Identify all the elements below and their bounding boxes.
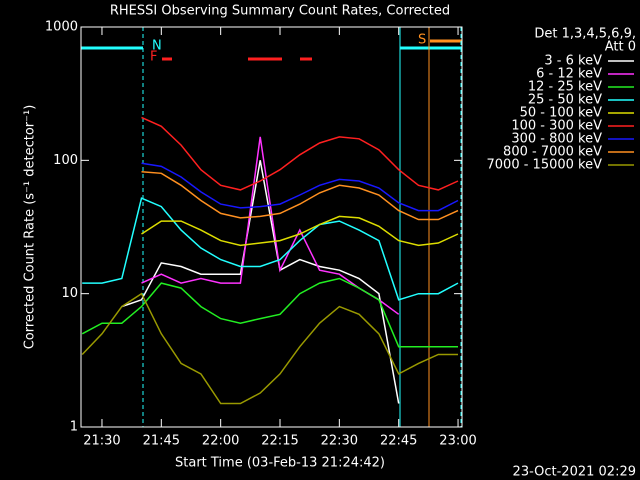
legend-label: 25 - 50 keV [528, 93, 602, 108]
series-line [81, 292, 458, 405]
legend-title: Det 1,3,4,5,6,9, [534, 27, 636, 42]
annotation: F [150, 50, 157, 65]
chart-title: RHESSI Observing Summary Count Rates, Co… [110, 4, 450, 19]
y-axis-label: Corrected Count Rate (s⁻¹ detector⁻¹) [23, 105, 38, 350]
legend-label: 300 - 800 keV [511, 132, 602, 147]
x-tick-label: 22:15 [261, 434, 298, 449]
x-tick-label: 22:00 [202, 434, 239, 449]
series-line [82, 197, 459, 301]
timestamp: 23-Oct-2021 02:29 [513, 465, 636, 480]
x-tick-label: 23:00 [439, 434, 476, 449]
series-line [121, 160, 400, 404]
y-tick-label: 100 [53, 153, 78, 168]
x-tick-label: 21:45 [143, 434, 180, 449]
legend-label: 100 - 300 keV [511, 119, 602, 134]
legend-label: 800 - 7000 keV [503, 145, 602, 160]
series-line [81, 277, 458, 348]
legend-title: Att 0 [605, 40, 636, 55]
annotation: S [418, 33, 426, 48]
legend-label: 3 - 6 keV [544, 54, 602, 69]
legend-label: 7000 - 15000 keV [487, 158, 603, 173]
legend-label: 12 - 25 keV [528, 80, 602, 95]
y-tick-label: 1000 [45, 20, 78, 35]
series-line [141, 171, 459, 221]
x-axis-label: Start Time (03-Feb-13 21:24:42) [175, 456, 385, 471]
y-tick-label: 10 [61, 286, 78, 301]
x-tick-label: 21:30 [83, 434, 120, 449]
y-tick-label: 1 [70, 420, 78, 435]
series-line [141, 162, 459, 212]
series-line [141, 215, 459, 247]
x-tick-label: 22:45 [380, 434, 417, 449]
series-line [141, 116, 459, 191]
annotation: N [152, 39, 162, 54]
legend-label: 6 - 12 keV [536, 67, 602, 82]
legend-label: 50 - 100 keV [520, 106, 603, 121]
x-tick-label: 22:30 [321, 434, 358, 449]
plot-frame [80, 26, 463, 428]
